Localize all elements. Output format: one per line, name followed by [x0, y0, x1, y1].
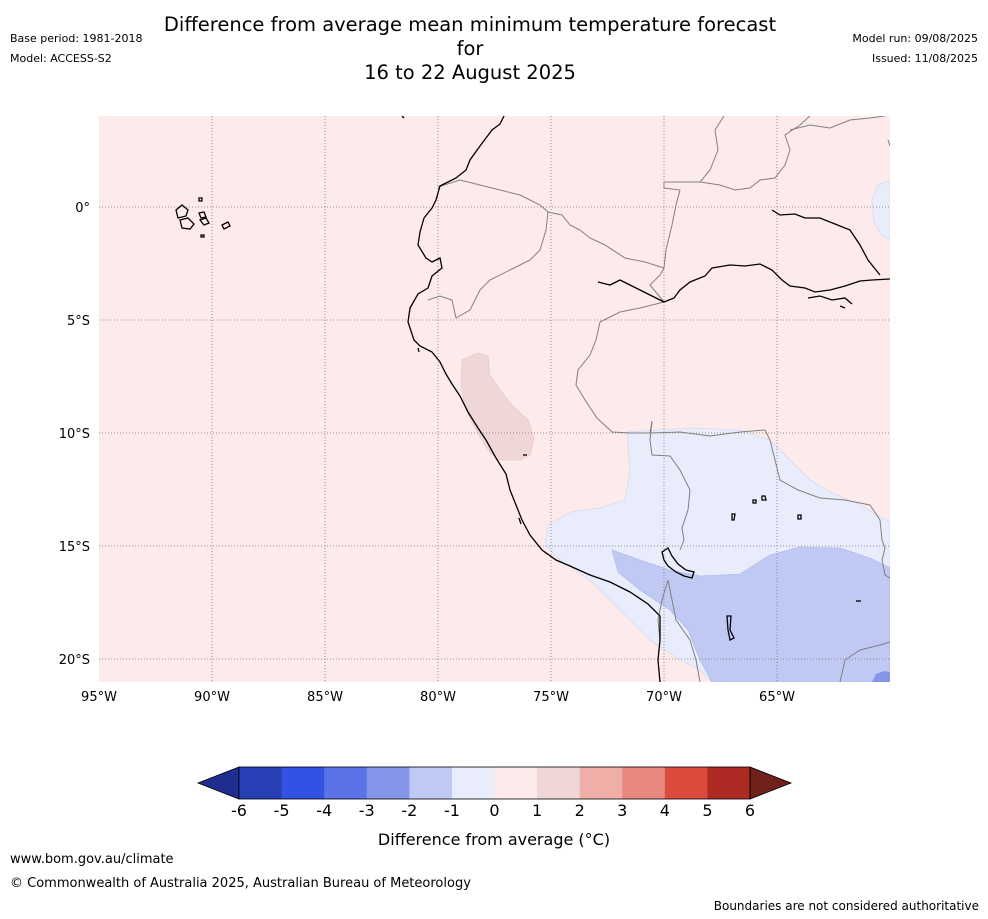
- base-period: Base period: 1981-2018: [10, 32, 143, 45]
- lon-label-80w: 80°W: [420, 690, 456, 705]
- colorbar-swatch: [707, 767, 751, 799]
- colorbar-tick-label: -3: [359, 801, 375, 820]
- country-borders: [427, 116, 890, 682]
- lon-label-75w: 75°W: [533, 690, 569, 705]
- footer-copyright: © Commonwealth of Australia 2025, Austra…: [10, 876, 471, 891]
- colorbar-tick-label: 0: [489, 801, 499, 820]
- coastlines: [175, 116, 890, 682]
- colorbar-swatch: [324, 767, 368, 799]
- colorbar-swatch: [451, 767, 495, 799]
- model-name: Model: ACCESS-S2: [10, 52, 112, 65]
- colorbar-tick-label: 5: [702, 801, 712, 820]
- colorbar-tick-label: -2: [401, 801, 417, 820]
- colorbar-label: Difference from average (°C): [378, 830, 610, 849]
- lat-label-20s: 20°S: [59, 653, 90, 668]
- colorbar-extend-high: [749, 766, 793, 800]
- colorbar-tick-label: 3: [617, 801, 627, 820]
- lat-label-5s: 5°S: [67, 314, 90, 329]
- colorbar-swatch: [281, 767, 325, 799]
- lon-label-85w: 85°W: [307, 690, 343, 705]
- colorbar-swatch: [494, 767, 538, 799]
- longitude-labels: 95°W 90°W 85°W 80°W 75°W 70°W 65°W: [81, 690, 795, 705]
- title-line-2: 16 to 22 August 2025: [364, 61, 576, 84]
- lon-label-90w: 90°W: [194, 690, 230, 705]
- colorbar-tick-label: 2: [575, 801, 585, 820]
- colorbar-tick-label: -6: [231, 801, 247, 820]
- colorbar-swatch: [579, 767, 623, 799]
- lat-label-0: 0°: [75, 201, 90, 216]
- colorbar-extend-low: [196, 766, 240, 800]
- lat-label-10s: 10°S: [59, 427, 90, 442]
- gridlines: [99, 116, 890, 682]
- latitude-labels: 0° 5°S 10°S 15°S 20°S: [59, 201, 90, 668]
- footer-disclaimer: Boundaries are not considered authoritat…: [713, 899, 979, 913]
- map-title: Difference from average mean minimum tem…: [150, 13, 790, 85]
- anomaly-region-minus2: [611, 546, 890, 682]
- colorbar-swatch: [664, 767, 708, 799]
- colorbar-frame: [238, 766, 751, 800]
- colorbar-swatch: [622, 767, 666, 799]
- anomaly-region-minus3: [872, 671, 890, 682]
- colorbar-tick-label: 4: [660, 801, 670, 820]
- colorbar-tick-label: 1: [532, 801, 542, 820]
- lon-label-95w: 95°W: [81, 690, 117, 705]
- colorbar-tick-label: -5: [274, 801, 290, 820]
- model-run: Model run: 09/08/2025: [852, 32, 978, 45]
- lat-label-15s: 15°S: [59, 540, 90, 555]
- footer-url[interactable]: www.bom.gov.au/climate: [10, 852, 174, 867]
- title-line-1: Difference from average mean minimum tem…: [163, 13, 777, 60]
- map-content: [99, 116, 890, 682]
- colorbar-tick-label: -4: [316, 801, 332, 820]
- colorbar-ticks: -6 -5 -4 -3 -2 -1 0 1 2 3 4 5 6: [231, 801, 755, 820]
- meta-right: Model run: 09/08/2025 Issued: 11/08/2025: [852, 32, 978, 72]
- colorbar-tick-label: 6: [745, 801, 755, 820]
- colorbar-swatch: [366, 767, 410, 799]
- lon-label-70w: 70°W: [646, 690, 682, 705]
- colorbar-swatch: [239, 767, 283, 799]
- anomaly-region-plus1: [460, 352, 535, 461]
- colorbar-swatch: [537, 767, 581, 799]
- lon-label-65w: 65°W: [759, 690, 795, 705]
- meta-left: Base period: 1981-2018 Model: ACCESS-S2: [10, 32, 142, 72]
- colorbar: [196, 766, 793, 800]
- colorbar-tick-label: -1: [444, 801, 460, 820]
- colorbar-swatch: [409, 767, 453, 799]
- anomaly-region-top-right: [871, 179, 890, 241]
- issued-date: Issued: 11/08/2025: [871, 52, 978, 65]
